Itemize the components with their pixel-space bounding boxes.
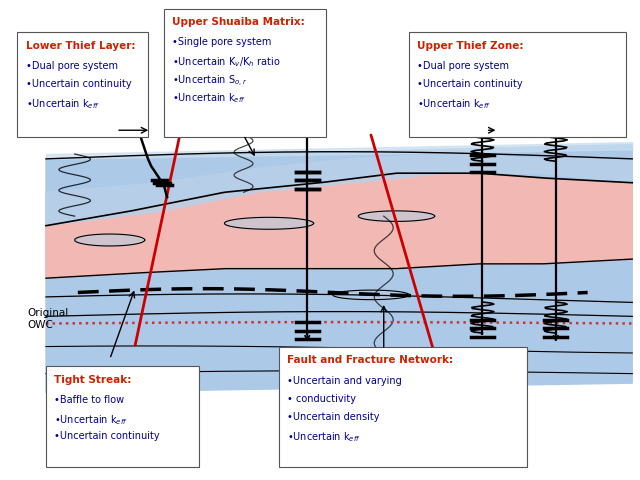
Text: •Uncertain continuity: •Uncertain continuity: [26, 79, 131, 89]
Polygon shape: [333, 290, 409, 300]
Text: •Uncertain S$_{o,r}$: •Uncertain S$_{o,r}$: [172, 73, 248, 88]
Text: •Uncertain K$_v$/K$_h$ ratio: •Uncertain K$_v$/K$_h$ ratio: [172, 55, 280, 69]
Text: •Uncertain k$_{eff}$: •Uncertain k$_{eff}$: [26, 97, 99, 111]
FancyBboxPatch shape: [17, 33, 148, 137]
Text: •Dual pore system: •Dual pore system: [26, 61, 118, 71]
Text: •Single pore system: •Single pore system: [172, 37, 271, 47]
Text: Upper Thief Zone:: Upper Thief Zone:: [417, 40, 524, 50]
Polygon shape: [46, 154, 632, 226]
Text: Lower Thief Layer:: Lower Thief Layer:: [26, 40, 135, 50]
Text: •Uncertain continuity: •Uncertain continuity: [54, 432, 160, 442]
FancyBboxPatch shape: [278, 348, 527, 467]
FancyBboxPatch shape: [409, 33, 626, 137]
Text: Tight Streak:: Tight Streak:: [54, 374, 132, 384]
Text: Fault and Fracture Network:: Fault and Fracture Network:: [287, 356, 453, 365]
Text: •Uncertain and varying: •Uncertain and varying: [287, 376, 402, 386]
Text: •Uncertain density: •Uncertain density: [287, 412, 380, 422]
FancyBboxPatch shape: [46, 366, 199, 467]
Text: •Uncertain continuity: •Uncertain continuity: [417, 79, 523, 89]
Text: •Uncertain k$_{eff}$: •Uncertain k$_{eff}$: [417, 97, 492, 111]
Text: • conductivity: • conductivity: [287, 394, 356, 404]
Text: •Dual pore system: •Dual pore system: [417, 61, 509, 71]
Polygon shape: [46, 173, 632, 278]
Text: Original
OWC: Original OWC: [27, 308, 68, 330]
FancyBboxPatch shape: [164, 9, 326, 137]
Text: •Baffle to flow: •Baffle to flow: [54, 395, 124, 405]
Text: Upper Shuaiba Matrix:: Upper Shuaiba Matrix:: [172, 17, 305, 27]
Text: •Uncertain k$_{eff}$: •Uncertain k$_{eff}$: [172, 92, 246, 106]
Polygon shape: [358, 211, 435, 221]
Text: •Uncertain k$_{eff}$: •Uncertain k$_{eff}$: [54, 413, 128, 427]
Text: •Uncertain k$_{eff}$: •Uncertain k$_{eff}$: [287, 431, 361, 444]
Polygon shape: [75, 234, 145, 246]
Polygon shape: [46, 144, 632, 393]
Polygon shape: [225, 217, 314, 229]
